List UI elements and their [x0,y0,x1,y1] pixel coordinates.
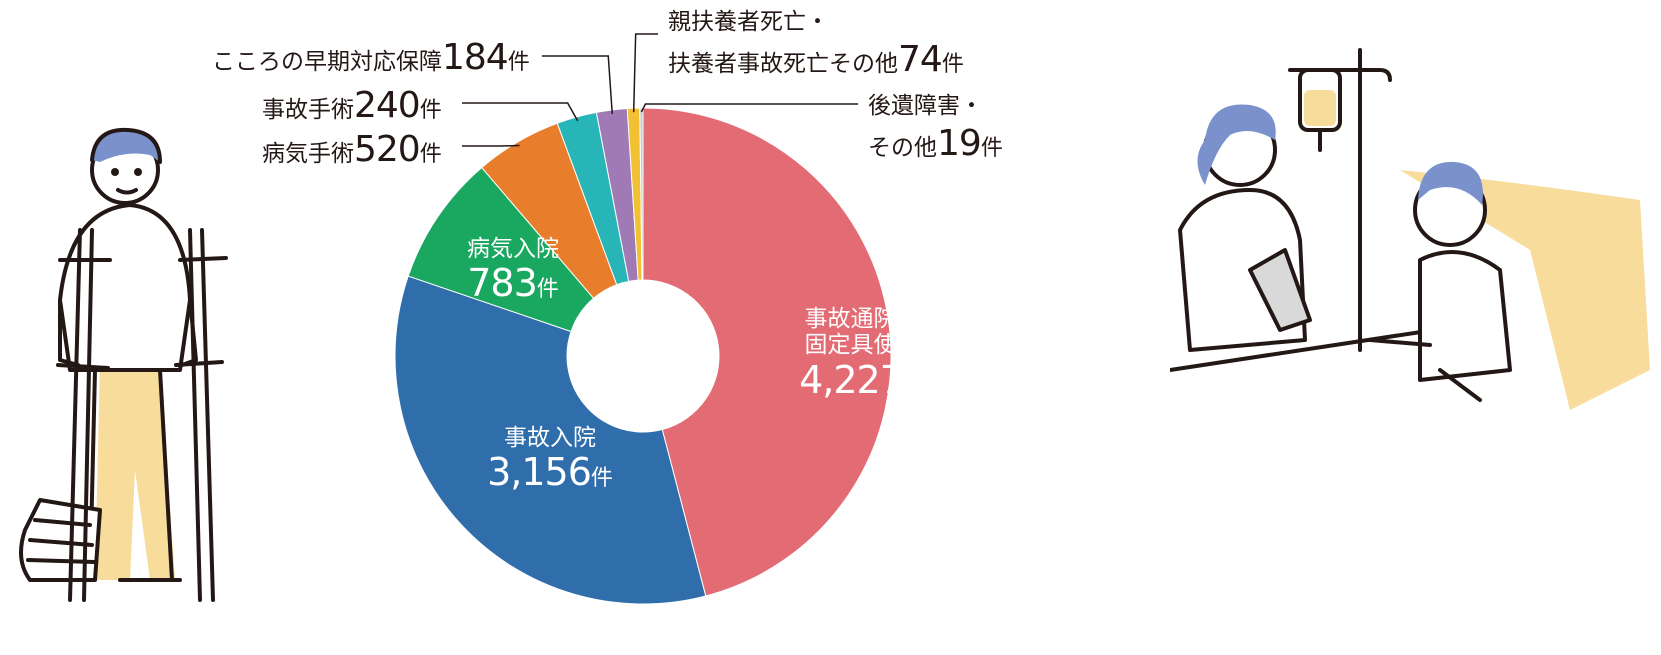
slice-unit: 件 [590,466,613,492]
slice-unit: 件 [419,142,442,167]
slice-disability-other [639,107,644,281]
slice-value: 19 [937,122,982,164]
slice-value: 74 [898,38,943,80]
slice-label-illness-hospitalization: 病気入院 783件 [448,236,578,306]
slice-unit: 件 [419,98,442,123]
slice-unit: 件 [980,135,1003,161]
slice-label-text: 事故通院・ [804,306,920,332]
slice-label-text: 事故手術 [262,97,354,123]
leader-line-accident-surgery [462,102,579,122]
slice-value: 783 [467,261,538,306]
slice-label-text: 扶養者事故死亡その他 [668,50,898,77]
leader-line-guardian-death [632,33,658,113]
slice-unit: 件 [902,373,925,399]
slice-unit: 件 [507,50,530,75]
person-with-crutches-illustration [19,127,228,602]
slice-unit: 件 [536,277,559,303]
slice-accident-hospitalization [394,275,707,605]
leader-line-mental-care [542,55,614,114]
slice-label-illness-surgery: 病気手術520件 [262,132,442,168]
slice-label-guardian-death: 親扶養者死亡・ 扶養者事故死亡その他74件 [668,8,964,82]
slice-label-text: 事故入院 [504,425,596,451]
slice-label-text: 固定具使用 [804,332,920,359]
slice-value: 4,227 [799,357,904,402]
slice-value: 240 [354,85,421,126]
slice-unit: 件 [941,51,964,77]
slice-label-text: その他 [868,134,937,161]
slice-label-text: 親扶養者死亡・ [668,9,829,35]
slice-label-accident-surgery: 事故手術240件 [262,88,442,124]
slice-label-text: こころの早期対応保障 [212,49,442,75]
slice-label-disability-other: 後遺障害・ その他19件 [868,92,1003,166]
slice-illness-hospitalization [407,166,595,333]
slice-value: 3,156 [487,450,592,495]
slice-value: 184 [442,37,509,78]
slice-label-text: 病気入院 [467,236,559,262]
slice-accident-outpatient [642,107,892,597]
leader-line-disability-other [640,103,858,113]
slice-label-text: 病気手術 [262,141,354,167]
slice-label-accident-hospitalization: 事故入院 3,156件 [475,425,625,495]
slice-label-mental-care: こころの早期対応保障184件 [212,40,530,76]
slice-label-accident-outpatient: 事故通院・ 固定具使用 4,227件 [772,306,952,403]
slice-value: 520 [354,129,421,170]
nurse-and-hospital-patient-illustration [1170,48,1650,410]
slice-label-text: 後遺障害・ [868,93,983,119]
